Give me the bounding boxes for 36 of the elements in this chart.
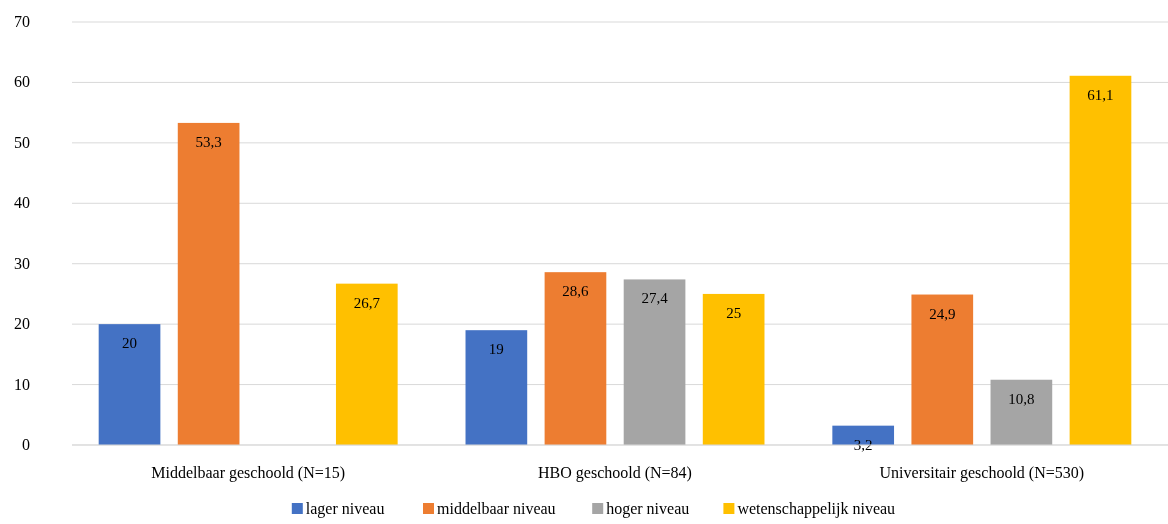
data-label: 3,2 (853, 436, 873, 453)
y-tick-label: 30 (14, 254, 30, 272)
bar (990, 379, 1053, 445)
bar (98, 324, 161, 445)
bar (702, 293, 765, 445)
data-label: 10,8 (1008, 390, 1035, 407)
y-tick-label: 70 (14, 13, 30, 30)
y-tick-label: 0 (22, 436, 30, 453)
bar (177, 122, 240, 445)
bar (465, 330, 528, 445)
y-tick-label: 50 (14, 133, 30, 151)
legend-label: wetenschappelijk niveau (737, 500, 896, 518)
legend-label: hoger niveau (606, 500, 690, 518)
data-label: 53,3 (195, 133, 222, 150)
x-tick-label: Universitair geschoold (N=530) (879, 464, 1085, 482)
data-label: 25 (726, 304, 742, 321)
x-tick-label: HBO geschoold (N=84) (538, 464, 692, 482)
bar (623, 279, 686, 445)
data-label: 27,4 (641, 290, 669, 307)
data-label: 26,7 (353, 294, 381, 311)
y-tick-label: 20 (14, 315, 30, 333)
bar (335, 283, 398, 445)
y-tick-label: 60 (14, 73, 30, 91)
y-tick-label: 40 (14, 194, 30, 212)
legend-label: middelbaar niveau (437, 500, 556, 517)
data-label: 20 (122, 335, 138, 352)
bar (1069, 75, 1132, 445)
y-tick-label: 10 (14, 375, 30, 393)
data-label: 24,9 (929, 305, 956, 322)
bar (911, 294, 974, 445)
legend-label: lager niveau (305, 500, 385, 518)
data-label: 28,6 (562, 283, 590, 300)
data-label: 61,1 (1087, 86, 1114, 103)
bar (544, 272, 607, 445)
x-tick-label: Middelbaar geschoold (N=15) (151, 464, 346, 482)
data-label: 19 (488, 341, 504, 358)
